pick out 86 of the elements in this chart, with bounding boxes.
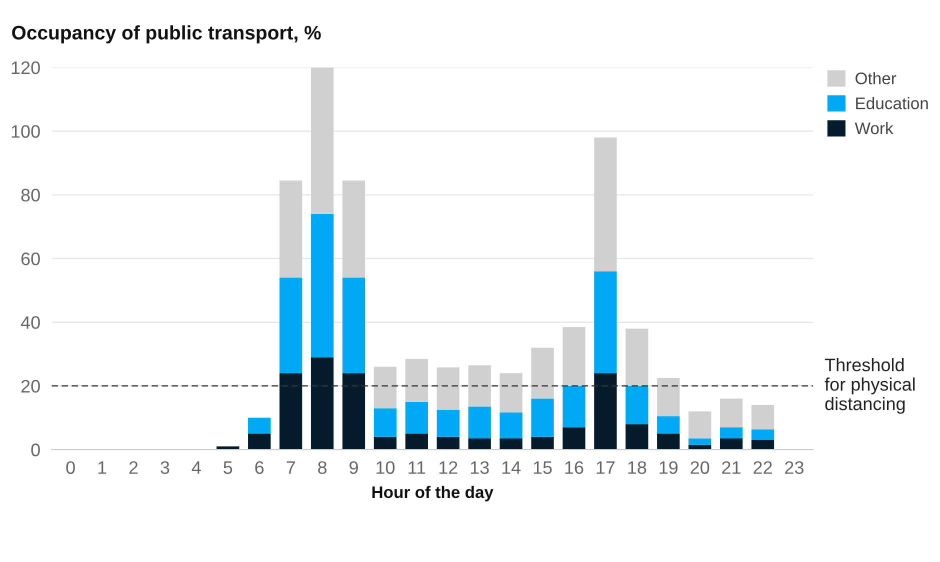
x-tick-label: 8 [318,461,327,474]
bar [751,430,774,440]
bar [342,278,366,374]
x-tick-label: 23 [785,461,804,474]
bar [500,438,522,450]
y-tick-label: 0 [31,444,40,456]
x-tick-label: 14 [502,461,521,474]
bar [374,436,397,450]
bar [468,365,491,407]
x-tick-label: 21 [722,461,740,474]
bar [751,440,774,450]
bar [405,358,428,402]
bar [374,408,397,437]
bar [468,406,491,438]
bar [279,278,302,374]
x-tick-label: 6 [255,461,264,474]
x-tick-label: 19 [660,461,678,474]
x-tick-label: 11 [408,461,426,474]
bar [688,411,712,438]
bar [626,424,648,450]
ref-line-label: Threshold for physical distancing [824,358,915,414]
x-tick-label: 0 [66,461,75,474]
bar [279,180,302,278]
bar [751,405,774,430]
bar [310,357,334,450]
bar [720,427,743,438]
x-tick-label: 9 [350,461,358,474]
bar [562,427,586,450]
bar [594,373,617,450]
x-tick-label: 5 [224,461,232,474]
bar [562,326,586,386]
bar [657,378,680,416]
x-tick-label: 22 [754,461,772,474]
bar [436,367,460,410]
bar [594,138,617,272]
y-tick-label: 100 [12,125,40,138]
bar [657,434,680,450]
bar [436,410,460,437]
y-tick-label: 40 [20,316,40,329]
bar [342,180,366,278]
bar [531,348,554,399]
bar [248,434,271,450]
legend-label: Other [856,72,896,84]
chart-title: Occupancy of public transport, % [12,25,321,44]
y-tick-label: 80 [21,188,40,202]
bar [468,438,491,450]
bar [626,386,648,424]
x-tick-label: 12 [439,461,458,474]
bar [657,416,680,434]
bar [531,436,554,450]
x-tick-label: 4 [192,461,201,474]
bar [562,386,586,428]
y-tick-label: 60 [21,252,40,266]
x-tick-label: 16 [565,461,584,474]
bar [500,412,522,438]
bar [310,214,334,358]
bar [720,398,743,428]
x-tick-label: 10 [376,461,395,474]
bar [688,438,712,445]
x-tick-label: 2 [129,461,138,474]
y-tick-label: 20 [21,380,40,393]
x-axis-title: Hour of the day [372,486,494,502]
legend-label: Work [854,122,894,134]
bar [720,438,743,450]
bar [279,373,302,450]
bar [531,398,554,437]
x-tick-label: 17 [596,461,615,474]
x-tick-label: 3 [160,461,170,474]
bar [248,418,271,434]
x-tick-label: 20 [690,461,710,474]
legend-label: Education [856,97,928,110]
bar [500,373,522,412]
bar [342,373,366,450]
bar [626,328,648,386]
bar [436,436,460,450]
x-tick-label: 13 [470,461,489,474]
bar [594,271,617,374]
x-tick-label: 15 [534,461,552,474]
x-tick-label: 1 [98,461,106,474]
bar [374,366,397,408]
y-tick-label: 120 [12,61,40,74]
x-tick-label: 18 [628,461,646,474]
x-tick-label: 7 [286,461,295,474]
bar [310,67,334,214]
bar [405,434,428,450]
bar [405,402,428,434]
